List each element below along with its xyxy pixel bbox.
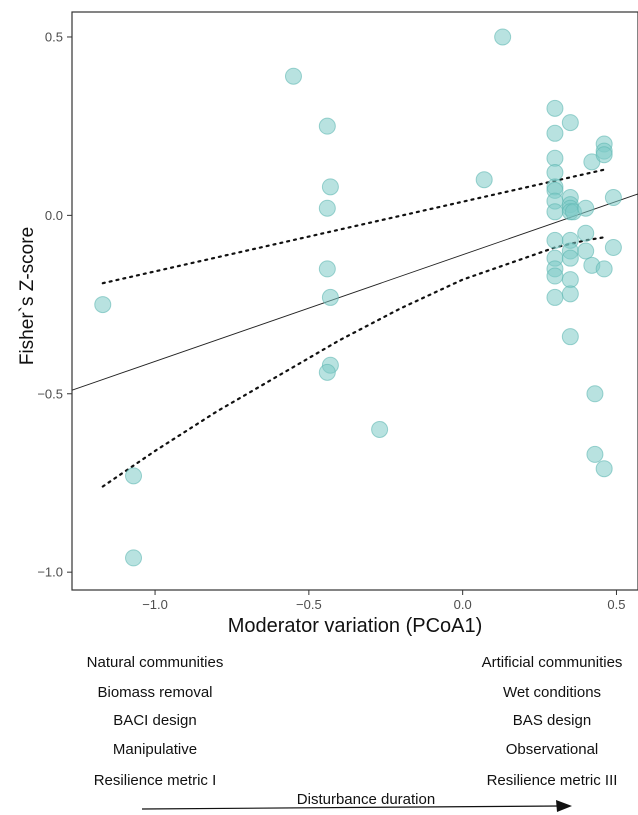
data-point — [371, 420, 389, 438]
data-point — [475, 171, 493, 189]
data-point — [94, 296, 112, 314]
x-axis-title: Moderator variation (PCoA1) — [228, 615, 483, 637]
y-tick-label: −0.5 — [37, 386, 63, 401]
data-point — [577, 199, 595, 217]
confidence-interval-lines — [101, 167, 609, 488]
duration-arrow-line — [141, 805, 561, 810]
data-point — [546, 124, 564, 142]
data-point — [125, 549, 143, 567]
data-point — [321, 288, 339, 306]
y-tick-label: 0.5 — [45, 29, 63, 44]
data-point — [318, 117, 336, 135]
y-axis-title: Fisher`s Z-score — [17, 227, 38, 365]
left-caption-item: Manipulative — [112, 741, 198, 758]
x-tick-label: −0.5 — [296, 597, 322, 612]
right-caption-item: Wet conditions — [502, 684, 602, 701]
data-point — [125, 467, 143, 485]
duration-arrow-head — [556, 800, 572, 812]
x-tick-label: 0.0 — [454, 597, 472, 612]
data-point — [546, 99, 564, 117]
data-point — [494, 28, 512, 46]
data-point — [595, 146, 613, 164]
ci-lower-line — [101, 235, 609, 488]
data-point — [321, 178, 339, 196]
x-tick-label: −1.0 — [142, 597, 168, 612]
data-point — [595, 460, 613, 478]
ci-upper-line — [101, 167, 609, 285]
data-point — [546, 288, 564, 306]
left-caption-item: Natural communities — [86, 654, 224, 671]
left-caption-item: Biomass removal — [97, 684, 213, 701]
data-point — [561, 328, 579, 346]
data-point — [577, 242, 595, 260]
x-tick-label: 0.5 — [607, 597, 625, 612]
y-tick-label: −1.0 — [37, 565, 63, 580]
right-caption-item: Resilience metric III — [486, 772, 618, 789]
right-caption-item: Artificial communities — [481, 654, 623, 671]
regression-line — [71, 193, 638, 391]
data-point — [546, 267, 564, 285]
data-point — [577, 224, 595, 242]
left-caption-item: BACI design — [113, 712, 197, 729]
disturbance-duration-label: Disturbance duration — [296, 791, 436, 808]
regression-line-group — [71, 193, 638, 391]
data-point — [595, 260, 613, 278]
data-point — [318, 363, 336, 381]
data-point — [604, 189, 622, 207]
data-point — [546, 149, 564, 167]
y-axis-ticks: 0.5 0.0 −0.5 −1.0 — [37, 29, 72, 580]
data-points — [94, 28, 622, 567]
right-caption-item: Observational — [505, 741, 599, 758]
data-point — [284, 67, 302, 85]
data-point — [586, 385, 604, 403]
data-point — [318, 260, 336, 278]
data-point — [561, 285, 579, 303]
plot-panel — [71, 11, 638, 591]
data-point — [586, 445, 604, 463]
x-axis-ticks: −1.0 −0.5 0.0 0.5 — [142, 590, 626, 612]
duration-arrow — [141, 800, 572, 812]
data-point — [561, 271, 579, 289]
data-point — [604, 238, 622, 256]
y-tick-label: 0.0 — [45, 208, 63, 223]
left-caption-item: Resilience metric I — [93, 772, 217, 789]
data-point — [561, 114, 579, 132]
data-point — [318, 199, 336, 217]
data-point — [561, 249, 579, 267]
data-point — [546, 164, 564, 182]
data-point — [546, 203, 564, 221]
data-point — [546, 231, 564, 249]
right-caption-item: BAS design — [512, 712, 592, 729]
